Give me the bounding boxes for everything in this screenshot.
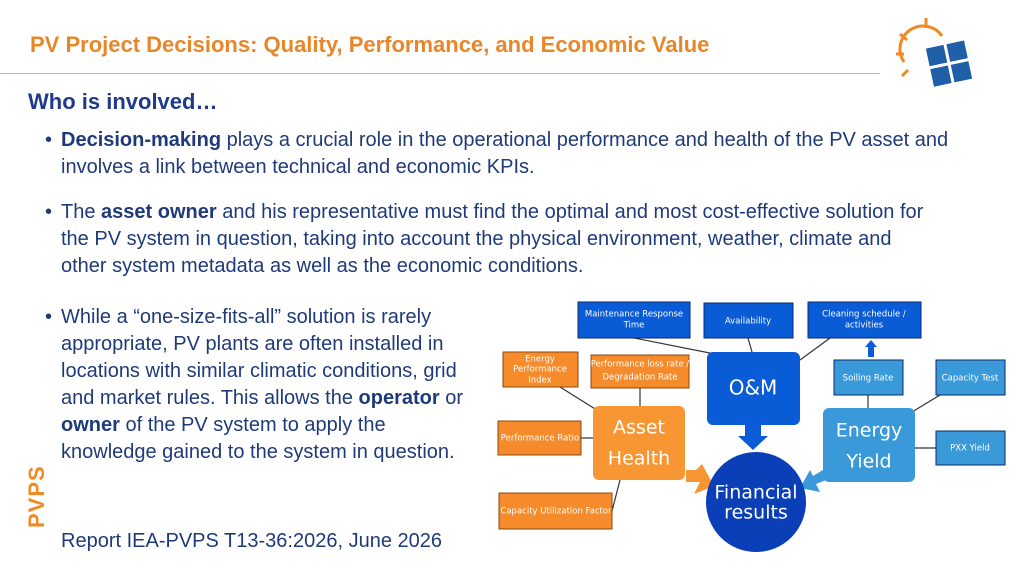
orange-boxes bbox=[497, 351, 690, 530]
bold-text: operator bbox=[358, 387, 440, 409]
node-box bbox=[935, 359, 1006, 396]
text: While a “one-size-fits-all” solution is … bbox=[61, 306, 457, 409]
node-label: activities bbox=[845, 321, 884, 331]
node-box bbox=[707, 352, 800, 425]
node-label: Yield bbox=[845, 451, 891, 473]
orange-labels: Energy Performance Index Performance los… bbox=[500, 355, 689, 517]
bullet: While a “one-size-fits-all” solution is … bbox=[45, 304, 471, 466]
title-rule bbox=[0, 73, 880, 74]
text: plays a crucial role in the operational … bbox=[61, 129, 949, 178]
node-label: PXX Yield bbox=[950, 444, 990, 454]
node-label: Cleaning schedule / bbox=[822, 310, 906, 320]
bullet: The asset owner and his representative m… bbox=[45, 199, 941, 280]
bold-text: Decision-making bbox=[61, 129, 222, 151]
node-label: Capacity Utilization Factor bbox=[500, 507, 612, 517]
node-label: Energy bbox=[525, 355, 555, 365]
node-label: Capacity Test bbox=[942, 374, 999, 384]
node-label: Degradation Rate bbox=[603, 373, 678, 383]
node-label: Maintenance Response bbox=[585, 310, 683, 320]
light-boxes: Soiling Rate Capacity Test PXX Yield bbox=[833, 359, 1006, 466]
text: The bbox=[61, 201, 102, 223]
slide-title: PV Project Decisions: Quality, Performan… bbox=[30, 32, 710, 57]
node-box bbox=[593, 406, 685, 480]
top-boxes: Maintenance Response Time Availability C… bbox=[577, 301, 922, 339]
node-label: Soiling Rate bbox=[843, 374, 894, 384]
node-label: Index bbox=[528, 376, 551, 386]
node-label: Asset bbox=[613, 417, 665, 439]
arrow bbox=[865, 340, 877, 357]
connectors bbox=[559, 337, 941, 512]
node-box bbox=[497, 420, 582, 456]
node-box bbox=[703, 302, 794, 339]
node-label: Performance loss rate / bbox=[591, 360, 690, 370]
node-box bbox=[823, 408, 915, 482]
node-label: Performance bbox=[513, 365, 567, 375]
section-heading: Who is involved… bbox=[28, 89, 218, 114]
node-label: Availability bbox=[725, 317, 771, 327]
text: of the PV system to apply the knowledge … bbox=[61, 414, 455, 463]
bold-text: asset owner bbox=[101, 201, 217, 223]
node-label: Performance Ratio bbox=[501, 434, 579, 444]
node-label: O&M bbox=[729, 376, 778, 400]
node-box bbox=[833, 359, 904, 396]
logo bbox=[896, 18, 973, 87]
bullet: Decision-making plays a crucial role in … bbox=[45, 127, 981, 181]
text: or bbox=[439, 387, 464, 409]
bold-text: owner bbox=[61, 414, 120, 436]
arrow bbox=[800, 470, 826, 492]
node-label: results bbox=[724, 502, 788, 524]
report-reference: Report IEA-PVPS T13-36:2026, June 2026 bbox=[61, 530, 442, 552]
arrow bbox=[686, 464, 714, 494]
node-label: Financial bbox=[714, 482, 797, 504]
node-box bbox=[502, 351, 579, 388]
arrow bbox=[738, 425, 768, 450]
node-box bbox=[807, 301, 922, 339]
node-box bbox=[577, 301, 691, 339]
node-box bbox=[498, 492, 613, 530]
node-label: Health bbox=[608, 448, 670, 470]
node-box bbox=[935, 430, 1006, 466]
node-circle bbox=[706, 452, 806, 552]
text: and his representative must find the opt… bbox=[61, 201, 924, 277]
node-label: Time bbox=[623, 321, 645, 331]
node-label: Energy bbox=[836, 420, 903, 442]
node-box bbox=[590, 354, 690, 389]
